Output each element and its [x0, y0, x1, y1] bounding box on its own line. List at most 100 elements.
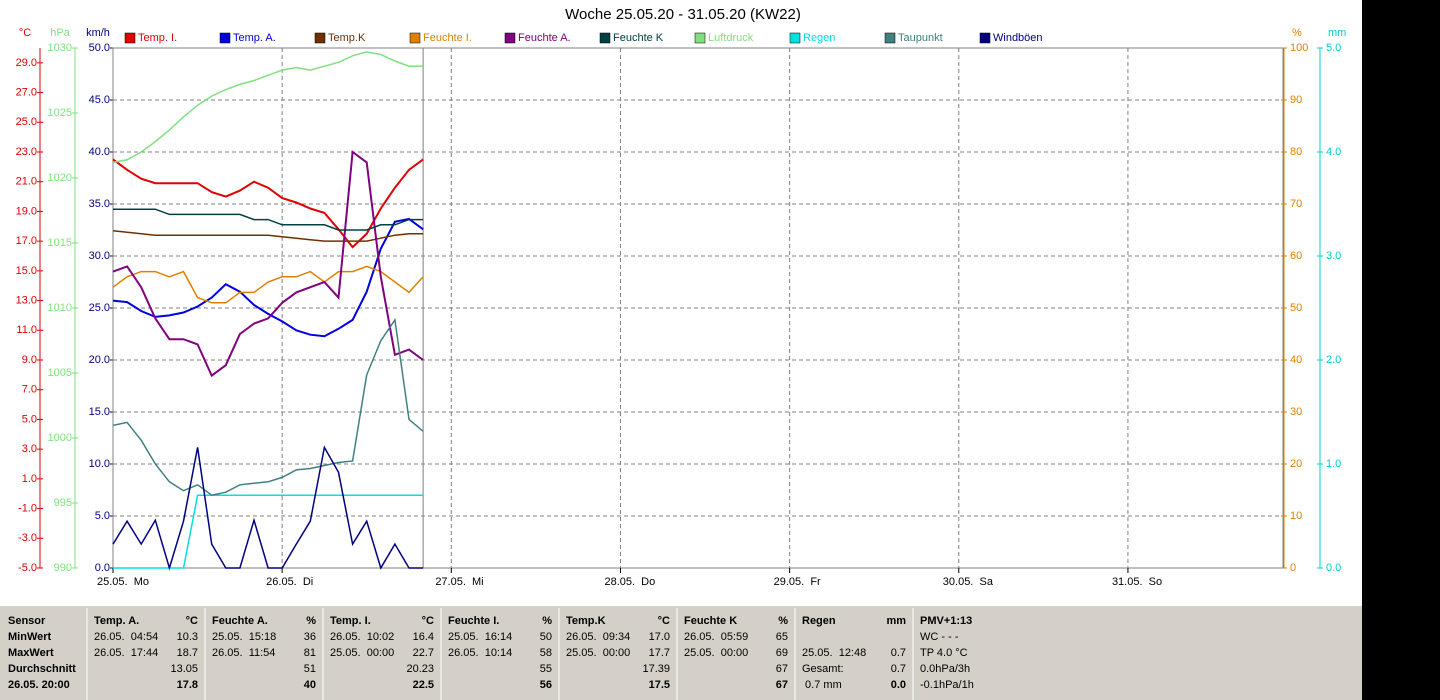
y-tick-label: 4.0	[1326, 146, 1341, 158]
x-tick-label: 27.05. Mi	[435, 576, 483, 588]
y-tick-label: 2.0	[1326, 354, 1341, 366]
table-header: Feuchte A.	[212, 615, 268, 627]
cell-text: 26.05. 10:02	[330, 631, 394, 643]
y-tick-label: 1.0	[1326, 458, 1341, 470]
axis-unit: hPa	[50, 27, 70, 39]
y-tick-label: 40.0	[89, 146, 110, 158]
y-tick-label: 50	[1290, 302, 1302, 314]
legend-label: Temp.K	[328, 32, 366, 44]
table-unit: %	[778, 615, 788, 627]
cell-value: 17.39	[642, 663, 670, 675]
cell-text: 0.0hPa/3h	[920, 663, 970, 675]
cell-value: 16.4	[413, 631, 434, 643]
y-tick-label: 3.0	[22, 443, 37, 455]
legend-label: Windböen	[993, 32, 1043, 44]
y-tick-label: 19.0	[16, 205, 37, 217]
y-tick-label: 9.0	[22, 354, 37, 366]
y-tick-label: 15.0	[89, 406, 110, 418]
y-tick-label: 23.0	[16, 146, 37, 158]
chart-title: Woche 25.05.20 - 31.05.20 (KW22)	[565, 6, 801, 23]
cell-value: 65	[776, 631, 788, 643]
axis-unit: mm	[1328, 27, 1346, 39]
cell-value: 36	[304, 631, 316, 643]
legend-swatch	[219, 32, 231, 44]
cell-text: WC - - -	[920, 631, 959, 643]
legend-label: Regen	[803, 32, 835, 44]
y-tick-label: -1.0	[18, 502, 37, 514]
y-tick-label: 29.0	[16, 57, 37, 69]
y-tick-label: 25.0	[16, 116, 37, 128]
cell-value: 51	[304, 663, 316, 675]
y-tick-label: 1030	[48, 42, 72, 54]
cell-text: 25.05. 00:00	[566, 647, 630, 659]
cell-value: 67	[776, 663, 788, 675]
series-line	[112, 317, 424, 497]
y-tick-label: 5.0	[1326, 42, 1341, 54]
series-line	[112, 445, 424, 571]
y-tick-label: 7.0	[22, 384, 37, 396]
cell-value: 17.8	[177, 679, 198, 691]
y-tick-label: 0.0	[1326, 562, 1341, 574]
y-tick-label: 1025	[48, 107, 72, 119]
table-header: Feuchte I.	[448, 615, 499, 627]
cell-text: 26.05. 10:14	[448, 647, 512, 659]
series-line	[112, 265, 424, 304]
cell-text: 26.05. 04:54	[94, 631, 158, 643]
series-line	[112, 150, 424, 378]
y-tick-label: 1000	[48, 432, 72, 444]
cell-value: 40	[304, 679, 316, 691]
cell-value: 0.7	[891, 647, 906, 659]
cell-text: 0.7 mm	[802, 679, 842, 691]
cell-value: 81	[304, 647, 316, 659]
y-tick-label: -3.0	[18, 532, 37, 544]
y-tick-label: 80	[1290, 146, 1302, 158]
table-unit: mm	[886, 615, 906, 627]
legend-swatch	[314, 32, 326, 44]
y-tick-label: 30	[1290, 406, 1302, 418]
series-line	[113, 208, 424, 231]
table-unit: °C	[658, 615, 670, 627]
cell-text: Gesamt:	[802, 663, 844, 675]
legend-swatch	[979, 32, 991, 44]
y-tick-label: 3.0	[1326, 250, 1341, 262]
cell-value: 17.0	[649, 631, 670, 643]
cell-text: -0.1hPa/1h	[920, 679, 974, 691]
cell-text: 25.05. 16:14	[448, 631, 512, 643]
row-label: MinWert	[8, 631, 52, 643]
y-tick-label: 70	[1290, 198, 1302, 210]
row-label: 26.05. 20:00	[8, 679, 70, 691]
cell-value: 69	[776, 647, 788, 659]
table-header: Temp.K	[566, 615, 606, 627]
cell-text: 26.05. 09:34	[566, 631, 630, 643]
y-tick-label: 990	[54, 562, 72, 574]
cell-value: 56	[540, 679, 552, 691]
series-line	[112, 51, 424, 164]
series-line	[112, 229, 424, 242]
table-unit: °C	[422, 615, 434, 627]
series-line	[112, 217, 424, 338]
legend-swatch	[124, 32, 136, 44]
table-unit: %	[542, 615, 552, 627]
cell-value: 55	[540, 663, 552, 675]
cell-text: 25.05. 00:00	[684, 647, 748, 659]
y-tick-label: 995	[54, 497, 72, 509]
legend-label: Taupunkt	[898, 32, 943, 44]
table-header: Temp. A.	[94, 615, 139, 627]
legend-swatch	[789, 32, 801, 44]
y-tick-label: 21.0	[16, 176, 37, 188]
y-tick-label: 20.0	[89, 354, 110, 366]
row-label: Durchschnitt	[8, 663, 76, 675]
cell-value: 20.23	[406, 663, 434, 675]
y-tick-label: 13.0	[16, 294, 37, 306]
cell-value: 58	[540, 647, 552, 659]
cell-value: 17.7	[649, 647, 670, 659]
y-tick-label: 20	[1290, 458, 1302, 470]
y-tick-label: 1.0	[22, 473, 37, 485]
y-tick-label: 27.0	[16, 86, 37, 98]
y-tick-label: -5.0	[18, 562, 37, 574]
legend-swatch	[504, 32, 516, 44]
y-tick-label: 50.0	[89, 42, 110, 54]
cell-value: 22.5	[413, 679, 434, 691]
y-tick-label: 17.0	[16, 235, 37, 247]
y-tick-label: 30.0	[89, 250, 110, 262]
